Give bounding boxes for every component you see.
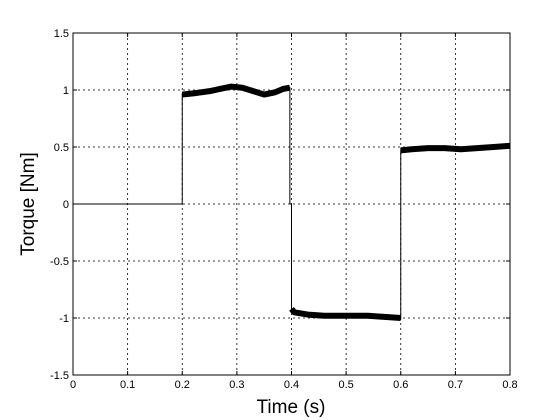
x-tick-label: 0.4 — [284, 379, 299, 391]
x-tick-label: 0.2 — [175, 379, 190, 391]
x-tick-label: 0.8 — [502, 379, 517, 391]
torque-series-band — [181, 83, 291, 98]
x-tick-label: 0.7 — [448, 379, 463, 391]
torque-series-band — [400, 142, 511, 154]
x-axis-label: Time (s) — [257, 397, 326, 418]
y-tick-label: -1.5 — [50, 370, 69, 382]
y-tick-label: -0.5 — [50, 256, 69, 268]
x-tick-label: 0.5 — [338, 379, 353, 391]
plot-frame — [72, 32, 511, 376]
x-tick-label: 0.1 — [120, 379, 135, 391]
x-tick-label: 0 — [70, 379, 76, 391]
x-tick-label: 0.6 — [393, 379, 408, 391]
y-axis-label: Torque [Nm] — [18, 152, 39, 255]
y-tick-label: -1 — [59, 313, 69, 325]
y-tick-label: 1 — [63, 85, 69, 97]
torque-series-band — [289, 307, 401, 321]
y-tick-label: 0 — [63, 199, 69, 211]
axis-ticks: 0 0.1 0.2 0.3 0.4 0.5 0.6 0.7 0.8 -1.5 -1 -0.5 0 0.5 1… — [50, 28, 518, 391]
y-tick-label: 0.5 — [54, 142, 69, 154]
y-tick-label: 1.5 — [54, 28, 69, 40]
series-group — [73, 83, 511, 321]
x-tick-label: 0.3 — [229, 379, 244, 391]
